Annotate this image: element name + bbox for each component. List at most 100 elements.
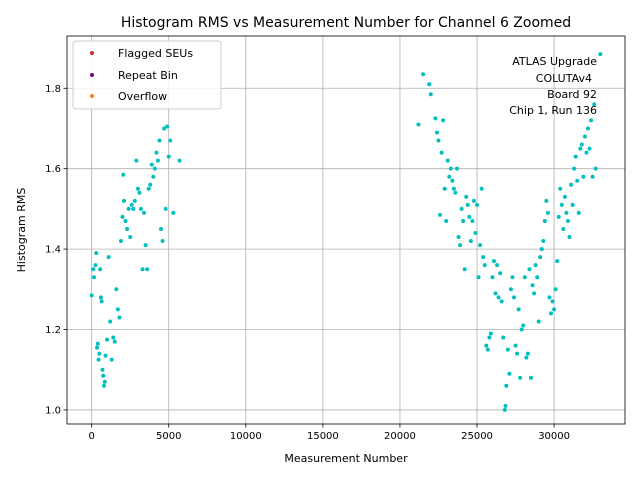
data-point xyxy=(134,158,139,163)
data-point xyxy=(111,335,116,340)
y-axis-label: Histogram RMS xyxy=(15,188,28,273)
data-point xyxy=(544,198,549,203)
x-tick-label: 5000 xyxy=(156,431,181,442)
data-point xyxy=(93,263,98,268)
data-point xyxy=(456,235,461,240)
data-point xyxy=(547,295,552,300)
data-point xyxy=(499,299,504,304)
data-point xyxy=(521,323,526,328)
data-point xyxy=(138,206,143,211)
data-point xyxy=(148,182,153,187)
data-point xyxy=(502,407,507,412)
data-point xyxy=(581,174,586,179)
annotation-line-3: Board 92 xyxy=(547,88,597,101)
data-point xyxy=(453,190,458,195)
data-point xyxy=(479,186,484,191)
data-point xyxy=(454,166,459,171)
data-point xyxy=(91,275,96,280)
data-point xyxy=(522,275,527,280)
data-point xyxy=(519,327,524,332)
data-point xyxy=(538,255,543,260)
data-point xyxy=(495,263,500,268)
data-point xyxy=(518,375,523,380)
data-points xyxy=(89,52,603,412)
data-point xyxy=(89,293,94,298)
data-point xyxy=(427,82,432,87)
data-point xyxy=(123,218,128,223)
data-point xyxy=(576,210,581,215)
data-point xyxy=(105,337,110,342)
data-point xyxy=(149,162,154,167)
data-point xyxy=(559,202,564,207)
data-point xyxy=(561,226,566,231)
data-point xyxy=(101,383,106,388)
data-point xyxy=(441,118,446,123)
data-point xyxy=(584,150,589,155)
x-tick-label: 20000 xyxy=(384,431,416,442)
data-point xyxy=(447,174,452,179)
data-point xyxy=(515,351,520,356)
data-point xyxy=(545,210,550,215)
data-point xyxy=(464,194,469,199)
data-point xyxy=(459,206,464,211)
legend-label-flagged-seus: Flagged SEUs xyxy=(118,47,193,60)
data-point xyxy=(555,259,560,264)
data-point xyxy=(510,275,515,280)
data-point xyxy=(490,275,495,280)
data-point xyxy=(436,138,441,143)
data-point xyxy=(564,210,569,215)
data-point xyxy=(106,255,111,260)
data-point xyxy=(462,267,467,272)
data-point xyxy=(157,138,162,143)
data-point xyxy=(152,166,157,171)
data-point xyxy=(109,357,114,362)
data-point xyxy=(542,218,547,223)
data-point xyxy=(575,178,580,183)
data-point xyxy=(421,72,426,77)
data-point xyxy=(541,239,546,244)
data-point xyxy=(91,267,96,272)
data-point xyxy=(485,347,490,352)
data-point xyxy=(162,126,167,131)
data-point xyxy=(146,186,151,191)
data-point xyxy=(112,339,117,344)
data-point xyxy=(448,166,453,171)
data-point xyxy=(131,206,136,211)
legend-marker-flagged-seus xyxy=(90,51,94,55)
data-point xyxy=(484,343,489,348)
data-point xyxy=(592,102,597,107)
data-point xyxy=(129,202,134,207)
x-tick-label: 15000 xyxy=(307,431,339,442)
data-point xyxy=(450,178,455,183)
data-point xyxy=(505,347,510,352)
data-point xyxy=(177,158,182,163)
data-point xyxy=(570,202,575,207)
legend: Flagged SEUs Repeat Bin Overflow xyxy=(72,40,222,110)
data-point xyxy=(101,373,106,378)
data-point xyxy=(589,118,594,123)
data-point xyxy=(155,158,160,163)
legend-label-overflow: Overflow xyxy=(118,90,167,103)
data-point xyxy=(556,214,561,219)
data-point xyxy=(590,174,595,179)
data-point xyxy=(535,275,540,280)
legend-marker-overflow xyxy=(90,94,94,98)
y-tick-label: 1.8 xyxy=(45,84,61,95)
data-point xyxy=(498,271,503,276)
data-point xyxy=(582,134,587,139)
data-point xyxy=(552,307,557,312)
data-point xyxy=(94,251,99,256)
annotation-line-4: Chip 1, Run 136 xyxy=(509,104,597,117)
data-point xyxy=(416,122,421,127)
data-point xyxy=(550,299,555,304)
data-point xyxy=(99,299,104,304)
data-point xyxy=(145,267,150,272)
chart-title: Histogram RMS vs Measurement Number for … xyxy=(121,15,571,31)
data-point xyxy=(470,218,475,223)
data-point xyxy=(586,126,591,131)
data-point xyxy=(527,267,532,272)
data-point xyxy=(569,182,574,187)
data-point xyxy=(481,255,486,260)
grid xyxy=(67,36,625,424)
data-point xyxy=(461,218,466,223)
